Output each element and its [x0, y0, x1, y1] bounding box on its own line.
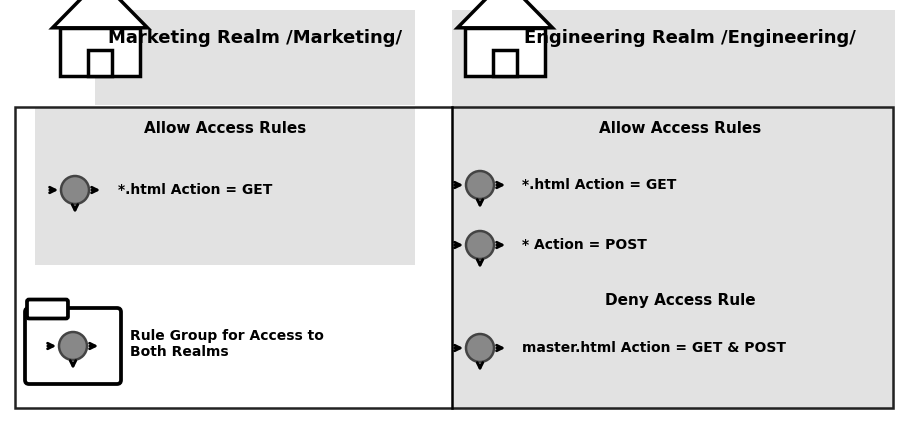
Bar: [88, 49, 112, 76]
Circle shape: [59, 332, 87, 360]
Bar: [465, 28, 544, 76]
Text: Allow Access Rules: Allow Access Rules: [143, 121, 306, 135]
Circle shape: [465, 334, 493, 362]
Polygon shape: [457, 0, 552, 28]
Bar: [95, 10, 415, 105]
Text: Rule Group for Access to
Both Realms: Rule Group for Access to Both Realms: [130, 329, 324, 359]
Circle shape: [465, 231, 493, 259]
Text: * Action = POST: * Action = POST: [521, 238, 646, 252]
Text: Marketing Realm /Marketing/: Marketing Realm /Marketing/: [108, 29, 401, 47]
Bar: [452, 10, 894, 410]
Bar: [35, 108, 415, 265]
Text: Deny Access Rule: Deny Access Rule: [604, 292, 754, 308]
FancyBboxPatch shape: [25, 308, 121, 384]
Polygon shape: [52, 0, 147, 28]
Text: Allow Access Rules: Allow Access Rules: [598, 121, 760, 135]
Circle shape: [61, 176, 89, 204]
Bar: [60, 28, 140, 76]
Circle shape: [465, 171, 493, 199]
Text: Engineering Realm /Engineering/: Engineering Realm /Engineering/: [523, 29, 855, 47]
Bar: [452, 108, 892, 408]
FancyBboxPatch shape: [27, 299, 68, 319]
Text: *.html Action = GET: *.html Action = GET: [521, 178, 676, 192]
Bar: [15, 107, 892, 408]
Text: master.html Action = GET & POST: master.html Action = GET & POST: [521, 341, 785, 355]
Bar: [492, 49, 516, 76]
Text: *.html Action = GET: *.html Action = GET: [118, 183, 272, 197]
